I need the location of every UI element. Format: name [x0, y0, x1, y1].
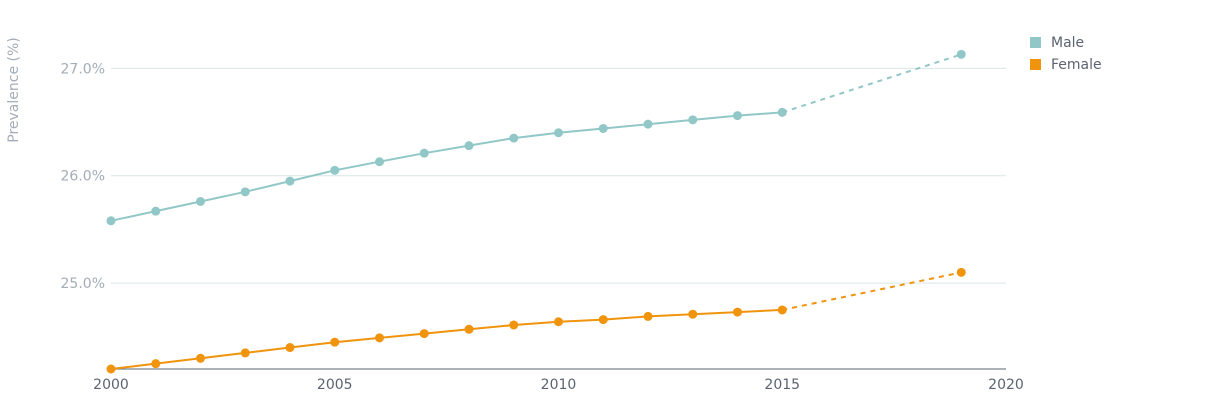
data-point-female[interactable]	[151, 359, 161, 369]
data-point-male[interactable]	[240, 187, 250, 197]
grid-lines	[111, 67, 1006, 284]
series	[106, 49, 966, 374]
data-point-female[interactable]	[598, 315, 608, 325]
data-point-female[interactable]	[285, 343, 295, 353]
data-point-male[interactable]	[509, 133, 519, 143]
data-point-male[interactable]	[688, 115, 698, 125]
data-point-male[interactable]	[196, 196, 205, 206]
tick-labels: 25.0% 26.0% 27.0% 2000 2005 2010 2015 2020 Preva…	[6, 37, 1024, 393]
data-point-female[interactable]	[196, 353, 205, 363]
data-point-female[interactable]	[240, 348, 250, 358]
data-point-female[interactable]	[509, 320, 519, 330]
data-point-female[interactable]	[375, 333, 384, 343]
data-point-female[interactable]	[733, 307, 742, 317]
data-point-male[interactable]	[419, 148, 429, 158]
x-tick-label: 2020	[988, 377, 1024, 393]
data-point-male[interactable]	[375, 157, 384, 167]
data-point-female[interactable]	[956, 267, 966, 277]
data-point-female[interactable]	[554, 317, 563, 327]
series-line-male	[110, 111, 783, 222]
y-tick-label: 25.0%	[61, 276, 105, 292]
x-tick-label: 2005	[317, 377, 353, 393]
data-point-male[interactable]	[554, 128, 563, 138]
data-point-male[interactable]	[330, 165, 340, 175]
data-point-male[interactable]	[106, 216, 116, 226]
data-point-male[interactable]	[643, 119, 653, 129]
y-tick-label: 27.0%	[61, 61, 105, 77]
data-point-female[interactable]	[330, 337, 340, 347]
x-tick-label: 2000	[93, 377, 129, 393]
series-projection-female	[782, 271, 962, 311]
legend-swatch-male	[1030, 37, 1041, 48]
legend-swatch-female	[1030, 59, 1041, 70]
y-tick-label: 26.0%	[61, 169, 105, 185]
data-point-male[interactable]	[285, 176, 295, 186]
legend-label-female: Female	[1051, 57, 1102, 73]
series-projection-male	[781, 53, 962, 114]
series-line-female	[110, 308, 783, 370]
data-point-male[interactable]	[598, 123, 608, 133]
x-tick-label: 2015	[764, 377, 800, 393]
data-point-male[interactable]	[151, 206, 161, 216]
data-point-female[interactable]	[688, 309, 698, 319]
legend-label-male: Male	[1051, 35, 1084, 51]
data-point-female[interactable]	[464, 324, 474, 334]
data-point-female[interactable]	[643, 311, 653, 321]
data-point-female[interactable]	[419, 329, 429, 339]
data-point-male[interactable]	[733, 111, 742, 121]
data-point-male[interactable]	[956, 49, 966, 59]
data-point-male[interactable]	[464, 141, 474, 151]
x-tick-label: 2010	[541, 377, 577, 393]
y-axis-label: Prevalence (%)	[6, 37, 22, 143]
data-point-male[interactable]	[777, 107, 787, 117]
data-point-female[interactable]	[777, 305, 787, 315]
legend: Male Female	[1030, 35, 1102, 73]
data-point-female[interactable]	[106, 364, 116, 374]
